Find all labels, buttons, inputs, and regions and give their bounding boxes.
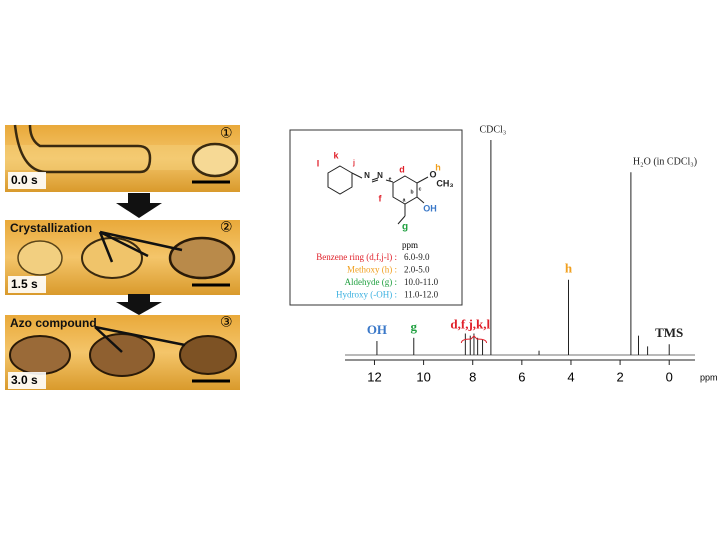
frame-number: ②: [220, 219, 233, 235]
atom-label: N: [377, 171, 383, 180]
atom-label: a: [403, 197, 406, 203]
atom-label: e: [389, 176, 392, 182]
atom-label: b: [410, 189, 413, 195]
atom-label: l: [317, 158, 320, 168]
peak-label: OH: [367, 322, 387, 337]
atom-label: k: [333, 150, 339, 160]
inset-box: [289, 129, 463, 306]
frame-time: 1.5 s: [11, 277, 38, 291]
peak-label: d,f,j,k,l: [450, 317, 490, 332]
x-tick-label: 0: [666, 369, 673, 384]
atom-label: f: [379, 193, 383, 203]
table-header: ppm: [402, 240, 418, 250]
x-tick-label: 2: [616, 369, 623, 384]
atom-label: CH₃: [436, 178, 453, 188]
atom-label: OH: [423, 203, 437, 213]
table-group: Benzene ring (d,f,j-l) :: [316, 252, 397, 262]
atom-label: N: [364, 171, 370, 180]
x-tick-label: 6: [518, 369, 525, 384]
table-group: Methoxy (h) :: [347, 265, 397, 275]
peak-label: h: [565, 261, 573, 276]
x-axis-label: ppm: [700, 372, 718, 382]
down-arrow: [116, 193, 162, 218]
table-range: 2.0-5.0: [404, 265, 430, 275]
frame-1: [5, 124, 240, 192]
x-tick-label: 4: [567, 369, 574, 384]
frame-number: ①: [220, 125, 233, 141]
table-range: 10.0-11.0: [404, 277, 439, 287]
frame-label: Azo compound: [10, 316, 97, 330]
table-range: 6.0-9.0: [404, 252, 430, 262]
down-arrow: [116, 294, 162, 315]
atom-label: j: [352, 160, 355, 167]
table-group: Aldehyde (g) :: [345, 277, 397, 287]
frame-label: Crystallization: [10, 221, 92, 235]
atom-label: h: [435, 162, 441, 172]
peak-label: H₂O (in CDCl₃): [633, 157, 697, 168]
peak-label: g: [411, 319, 418, 334]
frame-time: 0.0 s: [11, 173, 38, 187]
atom-label: d: [399, 164, 405, 174]
atom-label: O: [429, 169, 436, 179]
peak-label: TMS: [655, 325, 683, 340]
atom-label: g: [402, 222, 408, 233]
frame-number: ③: [220, 314, 233, 330]
x-tick-label: 8: [469, 369, 476, 384]
x-tick-label: 10: [416, 369, 430, 384]
frame-3: [5, 315, 240, 390]
structure: [327, 165, 429, 225]
x-tick-label: 12: [367, 369, 381, 384]
frame-2: [5, 220, 240, 295]
bracket: [460, 335, 488, 344]
peak-label: CDCl₃: [479, 124, 506, 135]
frame-time: 3.0 s: [11, 373, 38, 387]
atom-label: c: [419, 186, 422, 192]
table-range: 11.0-12.0: [404, 290, 439, 300]
table-group: Hydroxy (-OH) :: [336, 290, 397, 300]
